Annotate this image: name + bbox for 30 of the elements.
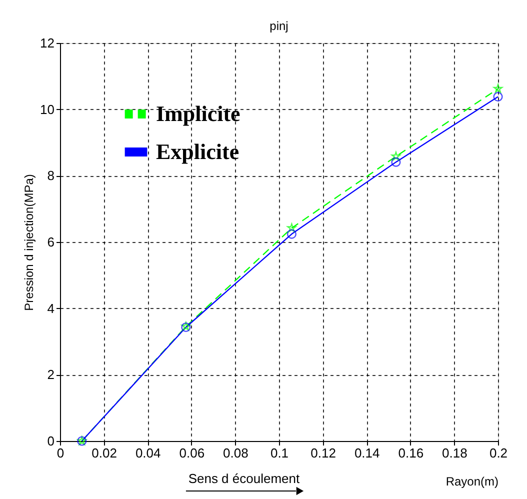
text: Sens d écoulement: [188, 471, 300, 486]
y-tick-label: 0: [47, 434, 54, 448]
x-tick-label: 0: [56, 446, 64, 460]
x-tick-label: 0.12: [310, 446, 336, 460]
legend-label: Explicite: [156, 139, 240, 164]
x-tick-label: 0.14: [354, 446, 380, 460]
x-axis-title: Rayon(m): [446, 474, 498, 488]
x-tick-label: 0.02: [92, 446, 117, 460]
point: [286, 229, 296, 239]
y-tick-label: 2: [47, 367, 54, 382]
point: [493, 92, 503, 102]
legend-label: Implicite: [156, 101, 241, 126]
x-tick-label: 0.04: [135, 446, 161, 460]
x-tick-label: 0.1: [270, 446, 289, 460]
y-axis-title: Pression d injection(MPa): [22, 174, 36, 311]
point: [287, 223, 296, 232]
y-tick-label: 12: [40, 36, 54, 50]
point: [493, 84, 503, 93]
point: [391, 152, 401, 160]
y-tick-label: 10: [40, 102, 54, 117]
point: [391, 157, 401, 167]
y-tick-label: 4: [47, 300, 54, 316]
x-tick-label: 0.06: [179, 446, 205, 460]
x-tick-label: 0.2: [489, 446, 508, 460]
x-tick-label: 0.08: [223, 446, 248, 460]
x-tick-label: 0.16: [398, 446, 424, 460]
y-tick-label: 8: [47, 168, 54, 184]
chart-title: pinj: [270, 19, 288, 33]
y-tick-label: 6: [47, 234, 54, 250]
x-tick-label: 0.18: [442, 446, 468, 460]
